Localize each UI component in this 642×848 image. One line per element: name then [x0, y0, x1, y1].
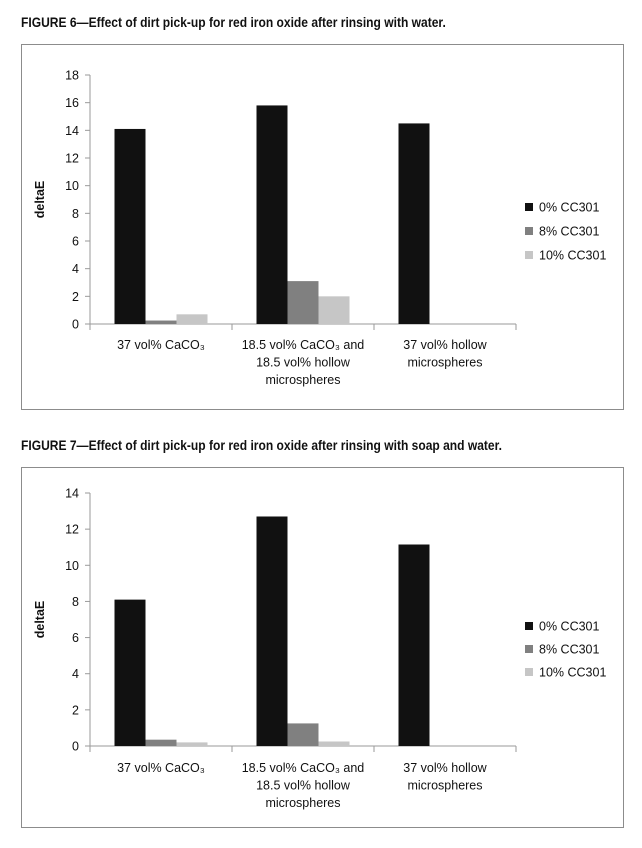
x-category-label: 37 vol% CaCO₃: [117, 338, 205, 352]
x-category-label: 37 vol% CaCO₃: [117, 761, 205, 775]
bar: [176, 742, 208, 746]
y-tick-label: 12: [65, 152, 79, 166]
figure-6-title: FIGURE 6—Effect of dirt pick-up for red …: [21, 14, 446, 30]
x-category-label: 18.5 vol% hollow: [256, 779, 351, 793]
legend-swatch: [525, 227, 533, 235]
legend-label: 10% CC301: [539, 666, 606, 680]
bar: [287, 723, 319, 746]
figure-7-title: FIGURE 7—Effect of dirt pick-up for red …: [21, 437, 502, 453]
legend-label: 8% CC301: [539, 643, 599, 657]
x-category-label: 18.5 vol% hollow: [256, 356, 351, 370]
y-tick-label: 0: [72, 318, 79, 332]
bar: [114, 599, 146, 746]
legend-label: 0% CC301: [539, 620, 599, 634]
y-tick-label: 6: [72, 631, 79, 645]
bar: [398, 544, 430, 746]
y-tick-label: 8: [72, 207, 79, 221]
bar: [318, 741, 350, 746]
bar: [256, 105, 288, 324]
bar: [287, 281, 319, 324]
figure-6-bar-chart: 0 2 4 6 8 10 12 14 16 18 deltaE 37 vol% CaCO₃ 18.5 v…: [33, 69, 606, 388]
y-tick-label: 16: [65, 96, 79, 110]
legend-swatch: [525, 645, 533, 653]
y-tick-label: 8: [72, 595, 79, 609]
bar: [145, 739, 177, 746]
y-axis-title: deltaE: [33, 181, 47, 219]
y-tick-label: 18: [65, 69, 79, 83]
y-axis-title: deltaE: [33, 601, 47, 639]
figure-7-chart-panel: 0 2 4 6 8 10 12 14 deltaE 37 vol% CaCO₃ 18.5 vol% …: [21, 467, 624, 828]
figure-6-chart-panel: 0 2 4 6 8 10 12 14 16 18 deltaE 37 vol% CaCO₃ 18.5 v…: [21, 44, 624, 410]
legend-swatch: [525, 203, 533, 211]
legend-label: 0% CC301: [539, 201, 599, 215]
x-category-label: 37 vol% hollow: [403, 761, 487, 775]
legend-swatch: [525, 622, 533, 630]
x-category-label: 18.5 vol% CaCO₃ and: [242, 338, 365, 352]
x-category-label: 18.5 vol% CaCO₃ and: [242, 761, 365, 775]
bar: [256, 516, 288, 746]
bar: [176, 314, 208, 324]
legend-label: 10% CC301: [539, 249, 606, 263]
y-tick-label: 12: [65, 523, 79, 537]
y-tick-label: 4: [72, 667, 79, 681]
y-tick-label: 4: [72, 262, 79, 276]
y-tick-label: 10: [65, 559, 79, 573]
y-tick-label: 10: [65, 179, 79, 193]
y-tick-label: 0: [72, 740, 79, 754]
y-tick-label: 2: [72, 290, 79, 304]
legend-swatch: [525, 668, 533, 676]
bar: [114, 128, 146, 324]
bar: [318, 296, 350, 324]
x-category-label: 37 vol% hollow: [403, 338, 487, 352]
y-tick-label: 6: [72, 235, 79, 249]
bar: [398, 123, 430, 325]
x-category-label: microspheres: [407, 356, 482, 370]
x-category-label: microspheres: [265, 373, 340, 387]
legend-swatch: [525, 251, 533, 259]
x-category-label: microspheres: [407, 779, 482, 793]
y-tick-label: 2: [72, 703, 79, 717]
y-tick-label: 14: [65, 124, 79, 138]
x-category-label: microspheres: [265, 796, 340, 810]
legend-label: 8% CC301: [539, 225, 599, 239]
y-tick-label: 14: [65, 487, 79, 501]
figure-7-bar-chart: 0 2 4 6 8 10 12 14 deltaE 37 vol% CaCO₃ 18.5 vol% …: [33, 487, 606, 811]
bar: [145, 320, 177, 324]
